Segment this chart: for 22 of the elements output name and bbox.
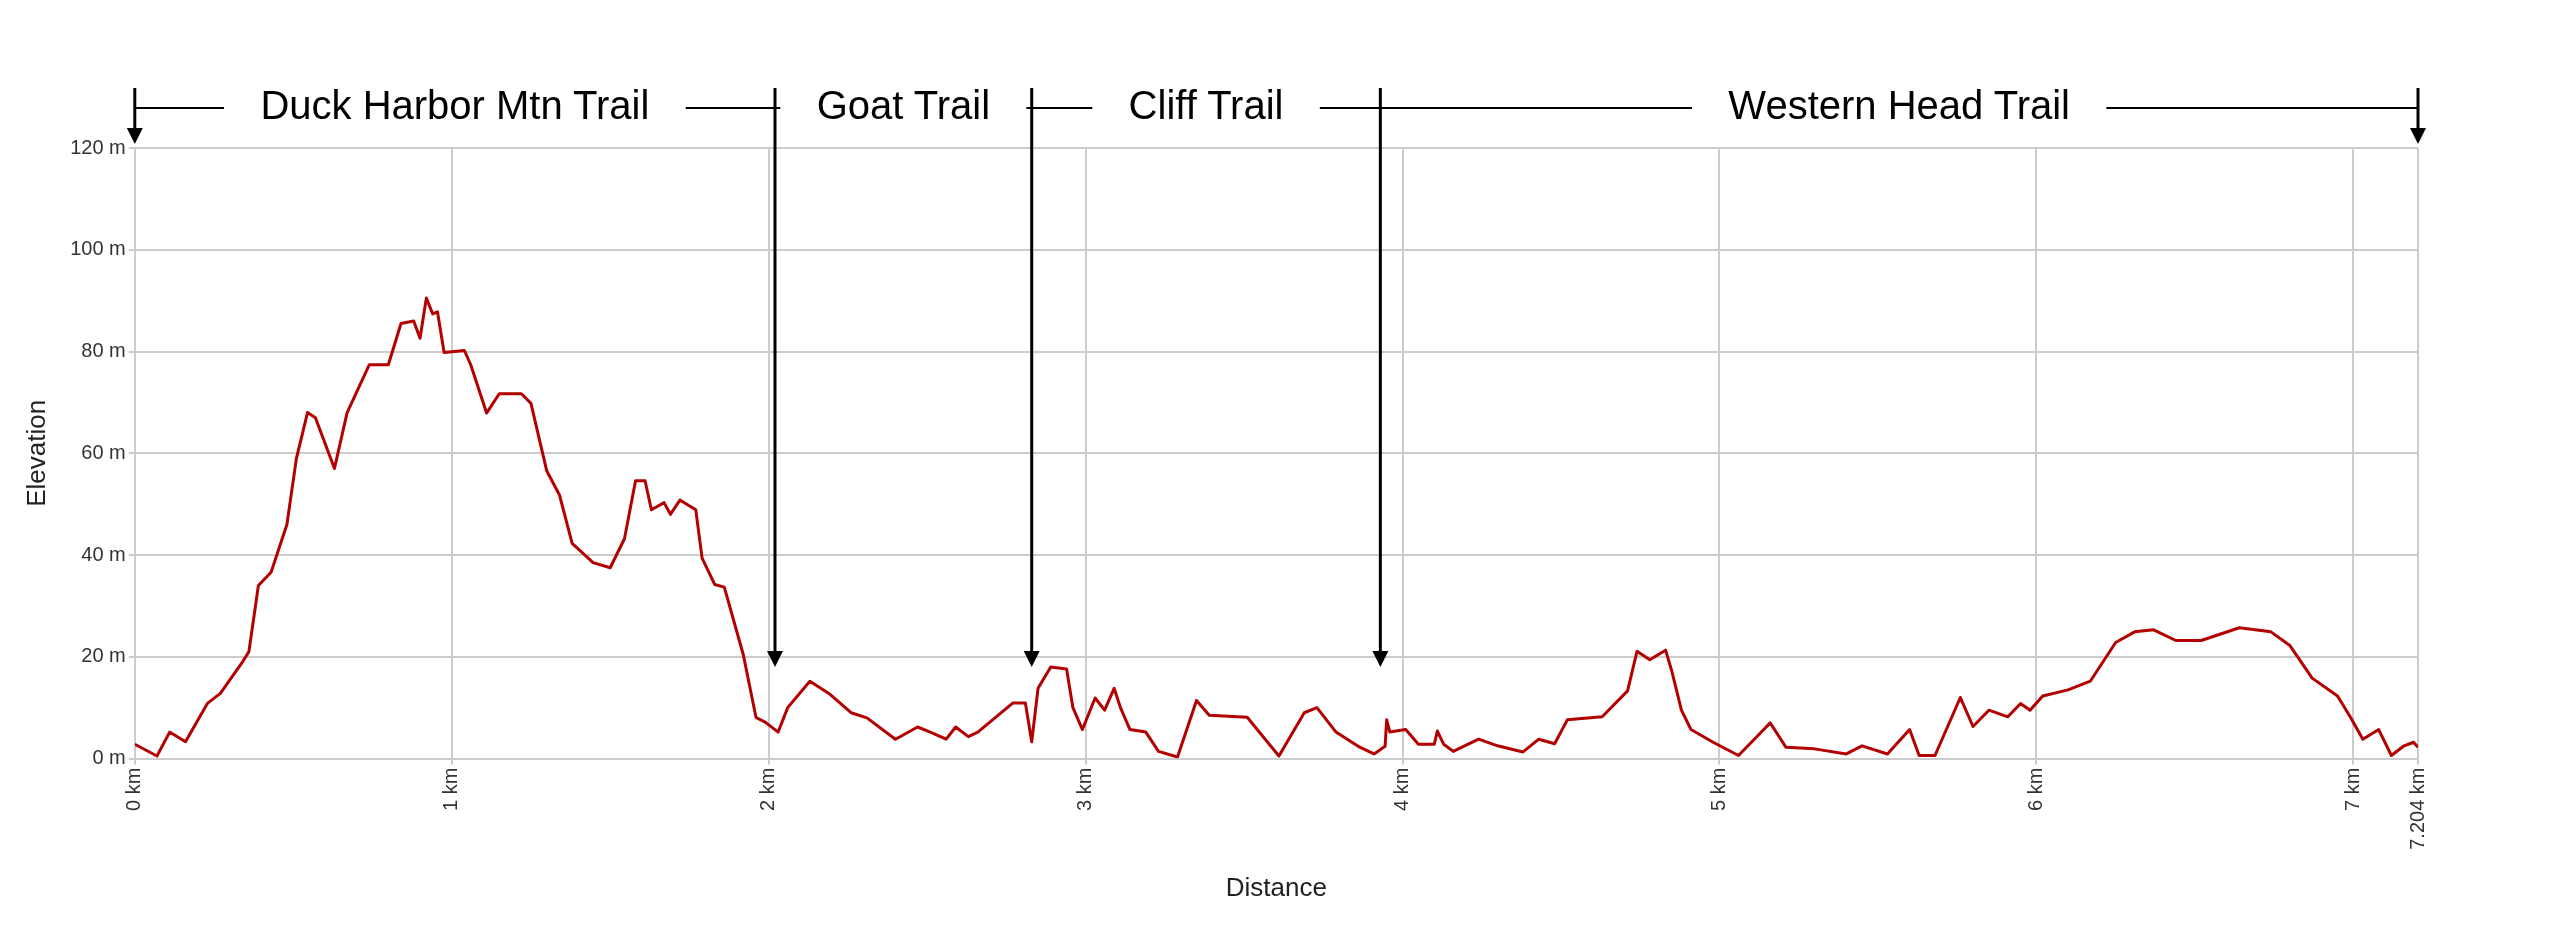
y-tick-label: 80 m: [81, 339, 126, 362]
x-axis-title: Distance: [1225, 871, 1327, 902]
x-tick-label: 7 km: [2340, 767, 2363, 811]
text: Duck Harbor Mtn Trail: [260, 83, 650, 128]
y-tick-label: 120 m: [70, 135, 126, 158]
x-tick-label: 0 km: [122, 767, 145, 811]
x-tick-label: 7.204 km: [2405, 767, 2428, 850]
y-tick-label: 20 m: [81, 644, 126, 667]
y-tick-label: 40 m: [81, 542, 126, 565]
x-tick-label: 1 km: [439, 767, 462, 811]
text: Cliff Trail: [1128, 83, 1284, 128]
x-tick-label: 3 km: [1073, 767, 1096, 811]
text: Western Head Trail: [1728, 83, 2070, 128]
y-tick-label: 60 m: [81, 440, 126, 463]
text: Goat Trail: [816, 83, 991, 128]
y-tick-label: 100 m: [70, 237, 126, 260]
x-tick-label: 6 km: [2023, 767, 2046, 811]
y-tick-label: 0 m: [92, 746, 126, 769]
x-tick-label: 5 km: [1706, 767, 1729, 811]
x-tick-label: 2 km: [756, 767, 779, 811]
x-tick-label: 4 km: [1390, 767, 1413, 811]
y-axis-title: Elevation: [20, 399, 51, 507]
